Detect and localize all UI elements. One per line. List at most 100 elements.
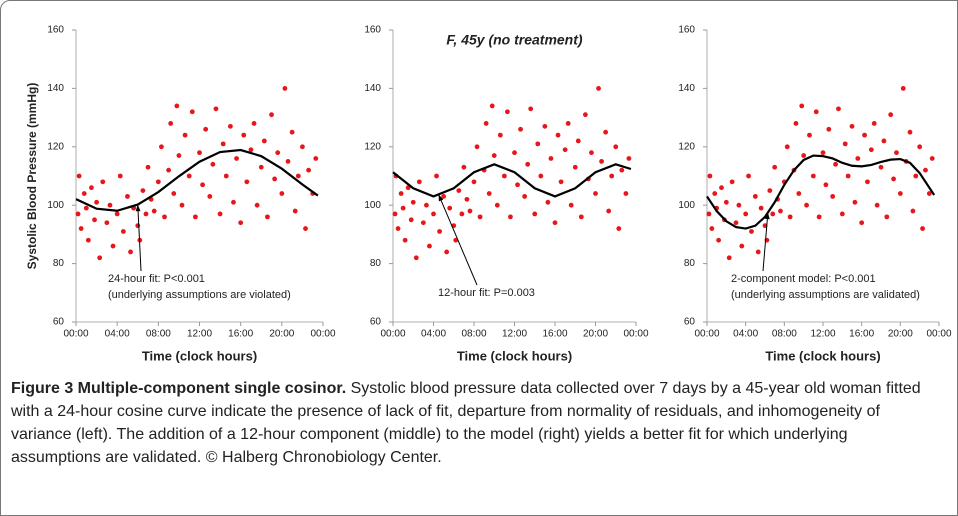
data-point: [285, 159, 291, 164]
data-point: [532, 211, 538, 217]
data-point: [431, 211, 436, 217]
data-point: [793, 121, 799, 126]
data-point: [525, 161, 531, 167]
arrow-head: [135, 204, 141, 212]
data-point: [272, 176, 278, 182]
data-point: [117, 173, 123, 179]
data-point: [306, 167, 311, 173]
data-point: [471, 179, 477, 185]
data-point: [83, 205, 89, 211]
data-point: [135, 223, 141, 229]
data-point: [888, 112, 894, 118]
y-tick-label: 60: [53, 317, 65, 328]
data-point: [85, 237, 91, 243]
data-point: [613, 144, 619, 150]
data-point: [515, 182, 520, 188]
x-tick-label: 08:00: [146, 329, 171, 340]
y-tick-label: 140: [364, 83, 381, 94]
data-point: [244, 179, 250, 185]
data-point: [223, 173, 229, 179]
y-tick-label: 100: [47, 200, 64, 211]
fit-curve: [75, 148, 319, 212]
annotation: (underlying assumptions are violated): [108, 289, 291, 301]
chart-title: F, 45y (no treatment): [446, 32, 582, 48]
x-tick-label: 00:00: [63, 329, 88, 340]
data-point: [712, 191, 718, 196]
data-point: [92, 217, 97, 223]
y-tick-label: 60: [370, 317, 382, 328]
data-point: [796, 191, 802, 196]
caption-text: Systolic blood pressure data collected o…: [11, 380, 921, 466]
data-point: [758, 205, 764, 211]
data-point: [801, 153, 807, 158]
data-point: [749, 229, 754, 234]
arrow-head: [438, 194, 444, 202]
data-point: [538, 173, 544, 179]
data-point: [833, 161, 838, 167]
data-point: [461, 164, 467, 170]
data-point: [542, 123, 548, 129]
data-point: [548, 156, 554, 161]
data-point: [166, 167, 172, 173]
data-point: [494, 202, 500, 208]
data-point: [220, 141, 226, 147]
data-point: [486, 191, 492, 196]
annotation: 2-component model: P<0.001: [731, 273, 876, 285]
data-point: [726, 255, 732, 261]
x-tick-label: 16:00: [849, 329, 874, 340]
data-point: [410, 199, 416, 205]
data-point: [395, 226, 401, 231]
data-point: [707, 173, 713, 179]
data-point: [251, 121, 257, 126]
y-axis-label: Systolic Blood Pressure (mmHg): [25, 83, 39, 270]
data-point: [444, 249, 450, 255]
data-point: [75, 211, 81, 217]
data-point: [522, 194, 528, 199]
data-point: [275, 150, 281, 156]
data-point: [120, 229, 126, 234]
data-point: [926, 191, 932, 196]
data-point: [459, 211, 465, 217]
data-point: [859, 220, 865, 226]
data-point: [784, 144, 790, 150]
data-point: [609, 173, 615, 179]
x-tick-label: 16:00: [228, 329, 253, 340]
data-point: [568, 202, 574, 208]
data-point: [427, 243, 432, 249]
data-point: [528, 106, 534, 112]
data-point: [826, 126, 832, 132]
data-point: [392, 211, 398, 217]
charts: 60 80 100 120 140 160 00:00 04:00 08:00 12:00 16:0…: [25, 25, 952, 364]
y-tick-label: 120: [678, 141, 695, 152]
data-point: [729, 179, 735, 185]
data-point: [555, 132, 561, 138]
data-point: [739, 243, 745, 249]
data-point: [852, 199, 858, 205]
data-point: [416, 179, 422, 185]
data-point: [441, 194, 447, 199]
data-point: [238, 220, 244, 226]
data-point: [179, 202, 185, 208]
data-point: [839, 211, 845, 217]
data-point: [295, 173, 301, 179]
x-tick-label: 00:00: [380, 329, 405, 340]
data-point: [210, 161, 216, 167]
caption: Figure 3 Multiple-component single cosin…: [11, 377, 941, 469]
data-point: [192, 214, 198, 220]
data-point: [143, 211, 149, 217]
data-point: [258, 164, 264, 170]
y-tick-label: 100: [364, 200, 381, 211]
y-tick-label: 60: [684, 317, 696, 328]
data-point: [603, 129, 609, 135]
data-point: [862, 132, 867, 138]
data-point: [508, 214, 513, 220]
data-point: [917, 144, 923, 150]
data-point: [545, 199, 551, 205]
data-point: [300, 144, 305, 150]
x-axis-label: Time (clock hours): [457, 348, 572, 363]
data-point: [562, 147, 568, 153]
x-tick-label: 12:00: [187, 329, 212, 340]
data-point: [168, 121, 174, 126]
data-point: [145, 164, 151, 170]
